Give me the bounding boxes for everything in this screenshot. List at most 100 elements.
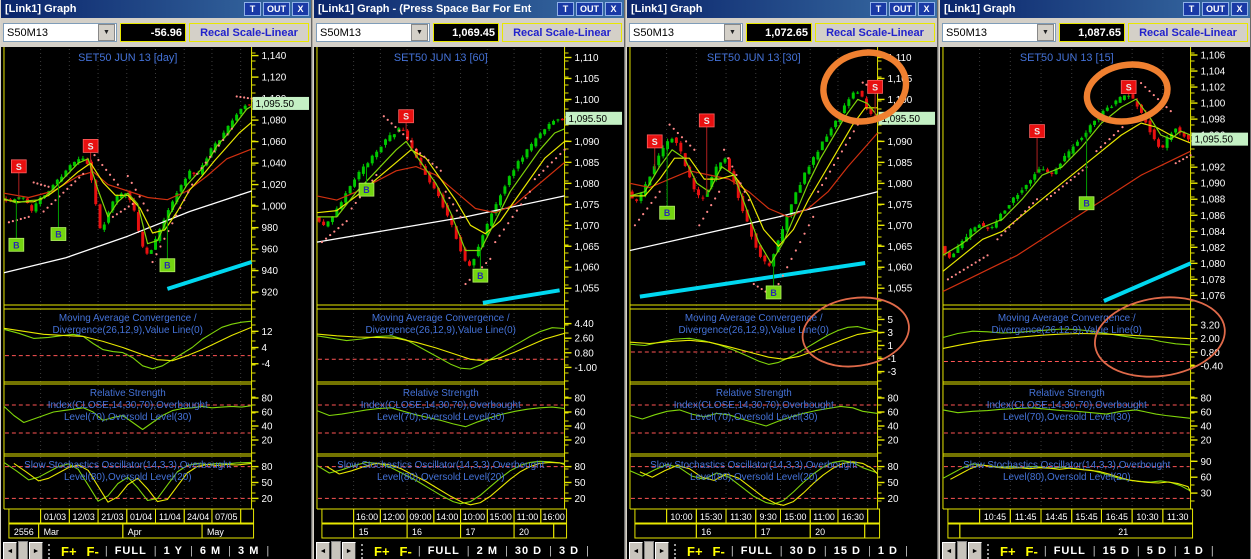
toolbar-button-full[interactable]: FULL [740, 545, 773, 557]
toolbar-button-6m[interactable]: 6 M [199, 545, 222, 557]
close-icon[interactable]: X [292, 2, 309, 16]
scroll-right-button[interactable]: ► [29, 542, 43, 559]
close-icon[interactable]: X [1231, 2, 1248, 16]
controls-row: S50M13 ▼ 1,069.45 Recal Scale-Linear [314, 18, 624, 47]
chart-area[interactable]: SET50 JUN 13 [30]SBSBS1,1101,1051,1001,0… [627, 47, 937, 539]
toolbar-button-full[interactable]: FULL [1053, 545, 1086, 557]
svg-text:1,080: 1,080 [1200, 259, 1225, 270]
recal-scale-button[interactable]: Recal Scale-Linear [502, 23, 622, 42]
out-button[interactable]: OUT [889, 2, 916, 16]
window-titlebar[interactable]: [Link1] Graph T OUT X [940, 0, 1250, 18]
symbol-dropdown[interactable]: S50M13 ▼ [942, 23, 1056, 42]
svg-text:S: S [1034, 127, 1040, 137]
svg-text:B: B [55, 230, 62, 240]
toolbar-button-30d[interactable]: 30 D [789, 545, 817, 557]
svg-text:1,110: 1,110 [887, 53, 911, 64]
recal-scale-button[interactable]: Recal Scale-Linear [815, 23, 935, 42]
scroll-right-button[interactable]: ► [342, 542, 356, 559]
out-button[interactable]: OUT [1202, 2, 1229, 16]
scroll-left-button[interactable]: ◄ [629, 542, 643, 559]
trade-signals: B S B S B [8, 139, 176, 273]
close-icon[interactable]: X [918, 2, 935, 16]
window-titlebar[interactable]: [Link1] Graph T OUT X [1, 0, 311, 18]
chevron-down-icon[interactable]: ▼ [724, 24, 741, 41]
scroll-right-button[interactable]: ► [655, 542, 669, 559]
last-value: 1,087.65 [1059, 23, 1125, 42]
toolbar-button-1d[interactable]: 1 D [1183, 545, 1204, 557]
svg-text:60: 60 [1200, 407, 1211, 418]
chevron-down-icon[interactable]: ▼ [411, 24, 428, 41]
toolbar-button-full[interactable]: FULL [114, 545, 147, 557]
window-titlebar[interactable]: [Link1] Graph - (Press Space Bar For Ent… [314, 0, 624, 18]
scroll-left-button[interactable]: ◄ [3, 542, 17, 559]
chart-area[interactable]: SET50 JUN 13 [60] B S B 1,110 1,105 1,100 1,090… [314, 47, 624, 539]
svg-text:1,088: 1,088 [1200, 195, 1225, 206]
toolbar-button-2m[interactable]: 2 M [476, 545, 498, 557]
toolbar-button-f-[interactable]: F- [399, 543, 412, 559]
svg-text:90: 90 [1200, 457, 1211, 468]
svg-text:Level(70),Oversold Level(30): Level(70),Oversold Level(30) [690, 412, 818, 423]
toolbar-button-f-[interactable]: F- [1025, 543, 1038, 559]
toolbar-button-15d[interactable]: 15 D [833, 545, 862, 557]
toolbar-button-5d[interactable]: 5 D [1146, 545, 1167, 557]
toolbar-button-f+[interactable]: F+ [1000, 543, 1016, 559]
svg-text:Moving Average Convergence /: Moving Average Convergence / [372, 313, 510, 324]
out-button[interactable]: OUT [263, 2, 290, 16]
svg-text:80: 80 [887, 462, 898, 473]
svg-text:1,080: 1,080 [261, 116, 286, 127]
close-icon[interactable]: X [605, 2, 622, 16]
toolbar-button-3m[interactable]: 3 M [238, 545, 260, 557]
recal-scale-button[interactable]: Recal Scale-Linear [1128, 23, 1248, 42]
svg-text:1,084: 1,084 [1200, 227, 1225, 238]
toolbar-button-f-[interactable]: F- [86, 543, 99, 559]
toolbar-button-f-[interactable]: F- [712, 543, 725, 559]
tray-button[interactable]: T [557, 2, 574, 16]
svg-text:-1.00: -1.00 [574, 363, 597, 374]
scroll-left-button[interactable]: ◄ [942, 542, 956, 559]
tray-button[interactable]: T [1183, 2, 1200, 16]
timeframe-buttons: F+ F- | FULL | 15 D | 5 D | 1 D | [995, 544, 1215, 559]
tray-button[interactable]: T [244, 2, 261, 16]
svg-text:15:45: 15:45 [1075, 512, 1097, 522]
symbol-dropdown[interactable]: S50M13 ▼ [316, 23, 430, 42]
toolbar-button-f+[interactable]: F+ [61, 543, 77, 559]
scroll-left-button[interactable]: ◄ [316, 542, 330, 559]
out-button[interactable]: OUT [576, 2, 603, 16]
chart-area[interactable]: SET50 JUN 13 [day]BSBSB1,1401,1201,1001,… [1, 47, 311, 539]
toolbar-button-f+[interactable]: F+ [374, 543, 390, 559]
toolbar-button-f+[interactable]: F+ [687, 543, 703, 559]
timeframe-buttons: F+ F- | FULL | 1 Y | 6 M | 3 M | [56, 544, 270, 559]
svg-text:980: 980 [261, 223, 278, 234]
toolbar-button-full[interactable]: FULL [427, 545, 460, 557]
toolbar-button-15d[interactable]: 15 D [1102, 545, 1130, 557]
svg-text:15:00: 15:00 [490, 512, 512, 522]
scroll-right-button[interactable]: ► [968, 542, 982, 559]
svg-text:Apr: Apr [128, 527, 142, 537]
toolbar-button-30d[interactable]: 30 D [514, 545, 543, 557]
svg-text:15:00: 15:00 [784, 512, 806, 522]
toolbar-button-1y[interactable]: 1 Y [163, 545, 183, 557]
svg-text:Divergence(26,12,9),Value Line: Divergence(26,12,9),Value Line(0) [679, 325, 829, 336]
tray-button[interactable]: T [870, 2, 887, 16]
svg-text:60: 60 [1200, 473, 1211, 484]
moving-averages [942, 98, 1192, 303]
svg-text:40: 40 [574, 421, 585, 432]
scrollbar-thumb[interactable] [18, 541, 28, 559]
recal-scale-button[interactable]: Recal Scale-Linear [189, 23, 309, 42]
svg-text:1,080: 1,080 [574, 179, 599, 190]
svg-text:11:30: 11:30 [730, 512, 752, 522]
toolbar-separator: | [466, 545, 470, 557]
svg-text:1,098: 1,098 [1200, 115, 1225, 126]
scrollbar-thumb[interactable] [644, 541, 654, 559]
toolbar-button-1d[interactable]: 1 D [877, 545, 898, 557]
window-titlebar[interactable]: [Link1] Graph T OUT X [627, 0, 937, 18]
symbol-dropdown[interactable]: S50M13 ▼ [629, 23, 743, 42]
chevron-down-icon[interactable]: ▼ [1037, 24, 1054, 41]
scrollbar-thumb[interactable] [957, 541, 967, 559]
last-price-tag: 1,095.50 [1191, 132, 1249, 146]
chart-area[interactable]: SET50 JUN 13 [15] S B S 1,106 1,104 1,102 1,100… [940, 47, 1250, 539]
toolbar-button-3d[interactable]: 3 D [558, 545, 580, 557]
symbol-dropdown[interactable]: S50M13 ▼ [3, 23, 117, 42]
scrollbar-thumb[interactable] [331, 541, 341, 559]
chevron-down-icon[interactable]: ▼ [98, 24, 115, 41]
